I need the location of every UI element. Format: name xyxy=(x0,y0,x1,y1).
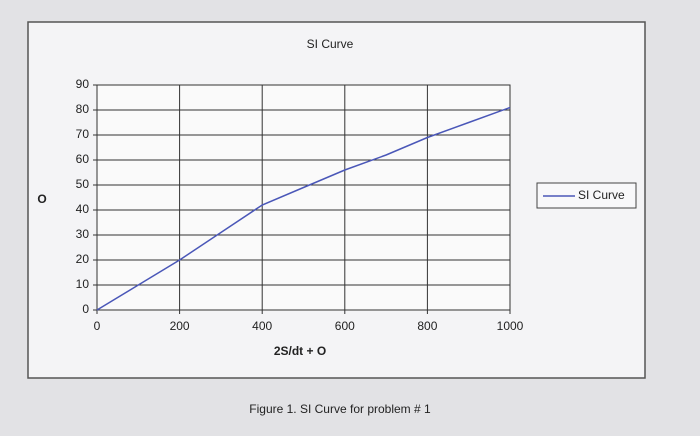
y-tick-label: 60 xyxy=(76,152,90,166)
chart-title: SI Curve xyxy=(307,37,354,51)
y-tick-label: 50 xyxy=(76,177,90,191)
y-tick-label: 20 xyxy=(76,252,90,266)
x-tick-label: 0 xyxy=(94,319,101,333)
x-tick-label: 400 xyxy=(252,319,272,333)
y-axis-label: O xyxy=(37,192,46,206)
y-tick-label: 10 xyxy=(76,277,90,291)
x-tick-label: 800 xyxy=(417,319,437,333)
caption: Figure 1. SI Curve for problem # 1 xyxy=(249,402,431,416)
x-tick-label: 1000 xyxy=(497,319,524,333)
y-tick-label: 90 xyxy=(76,77,90,91)
y-tick-label: 0 xyxy=(82,302,89,316)
y-tick-label: 30 xyxy=(76,227,90,241)
y-tick-label: 80 xyxy=(76,102,90,116)
legend-label: SI Curve xyxy=(578,188,625,202)
y-tick-label: 70 xyxy=(76,127,90,141)
x-tick-label: 200 xyxy=(170,319,190,333)
data-line xyxy=(96,106,511,311)
x-tick-label: 600 xyxy=(335,319,355,333)
plot-area xyxy=(96,84,511,311)
x-axis-label: 2S/dt + O xyxy=(274,344,326,358)
y-tick-label: 40 xyxy=(76,202,90,216)
